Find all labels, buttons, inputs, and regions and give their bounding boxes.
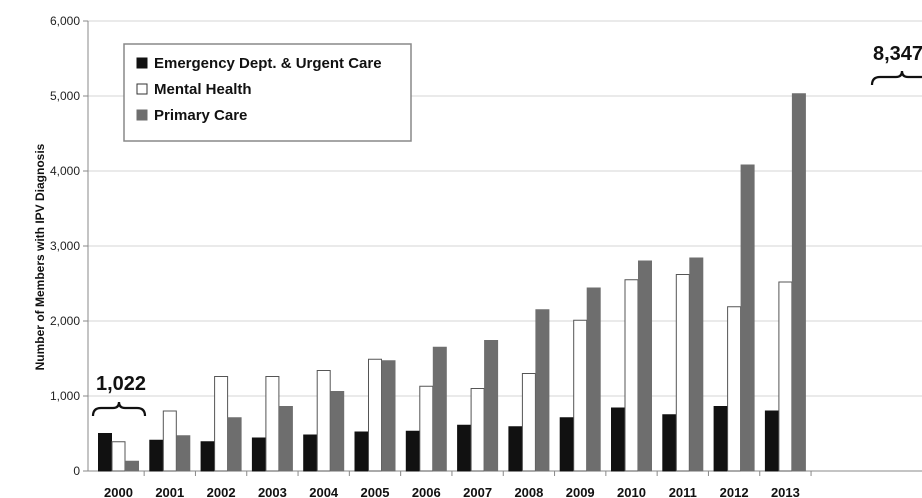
legend-box (123, 43, 412, 142)
y-tick-label: 0 (73, 464, 80, 478)
y-tick-label: 1,000 (50, 389, 80, 403)
bar-emergency (764, 410, 779, 472)
x-tick-label: 2013 (771, 485, 800, 498)
legend-label: Emergency Dept. & Urgent Care (154, 55, 382, 72)
bar-emergency (149, 439, 164, 472)
bar-primary-care (791, 93, 806, 472)
tick-labels: 0 1,000 2,000 3,000 4,000 5,000 6,000 2000 2001 2… (50, 14, 800, 498)
bar-primary-care (278, 406, 293, 472)
bar-emergency (354, 431, 369, 472)
bar-emergency (457, 424, 472, 472)
bar-emergency (508, 426, 523, 472)
bar-primary-care (381, 360, 396, 472)
bar-primary-care (176, 435, 191, 472)
bar-primary-care (125, 460, 139, 472)
bar-primary-care (432, 346, 447, 472)
x-tick-label: 2000 (104, 485, 133, 498)
x-tick-label: 2012 (720, 485, 749, 498)
bar-primary-care (484, 340, 499, 472)
legend: Emergency Dept. & Urgent Care Mental Heal… (123, 43, 412, 142)
bar-emergency (662, 414, 677, 472)
bar-emergency (251, 437, 266, 472)
x-tick-label: 2009 (566, 485, 595, 498)
x-tick-label: 2005 (361, 485, 390, 498)
bar-emergency (713, 406, 728, 472)
bar-primary-care (586, 287, 601, 472)
y-tick-label: 2,000 (50, 314, 80, 328)
x-tick-label: 2010 (617, 485, 646, 498)
x-tick-label: 2002 (207, 485, 236, 498)
bar-primary-care (689, 257, 704, 472)
bar-mental-health (778, 281, 793, 472)
bar-mental-health (470, 388, 485, 472)
y-tick-label: 4,000 (50, 164, 80, 178)
bar-mental-health (214, 376, 229, 472)
y-axis-label: Number of Members with IPV Diagnosis (33, 143, 47, 370)
x-tick-label: 2003 (258, 485, 287, 498)
x-tick-label: 2004 (309, 485, 339, 498)
bar-emergency (303, 434, 318, 472)
annotation-brace (91, 401, 147, 417)
annotation-total-label: 1,022 (96, 373, 146, 395)
x-tick-label: 2011 (669, 485, 697, 498)
bar-mental-health (316, 370, 331, 472)
legend-swatch (136, 57, 148, 69)
bar-mental-health (727, 306, 742, 472)
bar-mental-health (419, 385, 434, 472)
x-tick-label: 2007 (463, 485, 492, 498)
y-tick-label: 5,000 (50, 89, 80, 103)
bar-emergency (559, 417, 574, 472)
bar-mental-health (111, 441, 126, 472)
legend-swatch (136, 109, 148, 121)
annotations: 1,022 8,347 (91, 43, 922, 417)
x-tick-label: 2008 (514, 485, 543, 498)
bars (98, 93, 806, 472)
legend-label: Mental Health (154, 81, 252, 98)
x-tick-label: 2001 (155, 485, 184, 498)
bar-primary-care (227, 417, 242, 472)
bar-primary-care (740, 164, 755, 472)
bar-primary-care (638, 260, 652, 472)
legend-swatch (136, 83, 148, 95)
bar-mental-health (624, 279, 639, 472)
bar-primary-care (330, 391, 345, 472)
x-tick-label: 2006 (412, 485, 441, 498)
bar-mental-health (162, 410, 177, 472)
legend-label: Primary Care (154, 107, 247, 124)
bar-emergency (611, 407, 625, 472)
y-tick-label: 3,000 (50, 239, 80, 253)
bar-primary-care (535, 309, 550, 472)
bar-emergency (98, 433, 112, 472)
bar-mental-health (368, 358, 382, 472)
bar-mental-health (265, 376, 280, 472)
annotation-brace (870, 70, 922, 86)
bar-mental-health (675, 274, 690, 472)
annotation-total-label: 8,347 (873, 43, 922, 65)
y-tick-label: 6,000 (50, 14, 80, 28)
bar-mental-health (573, 319, 588, 472)
bar-emergency (405, 430, 420, 472)
bar-mental-health (521, 373, 536, 472)
bar-emergency (200, 441, 215, 472)
